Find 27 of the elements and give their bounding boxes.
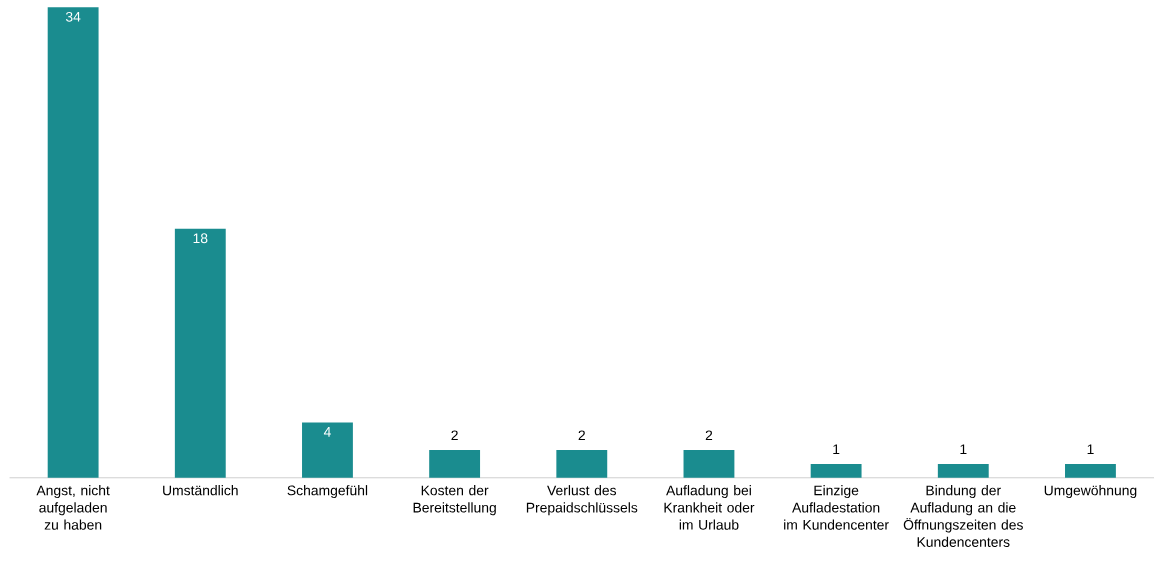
data-label: 1	[1087, 444, 1094, 454]
bar	[683, 449, 735, 478]
data-label: 2	[451, 430, 458, 441]
bar	[937, 463, 989, 478]
bar	[302, 422, 353, 478]
x-tick-label: Bindung der Aufladung an die Öffnungszeiten des Kundencenters	[903, 485, 1023, 547]
data-label: 2	[578, 430, 585, 441]
x-tick-label: Verlust des Prepaidschlüssels	[526, 485, 638, 516]
data-label: 4	[323, 427, 331, 437]
x-tick-label: Aufladung bei Krankheit oder im Urlaub	[664, 485, 755, 530]
data-label: 2	[705, 430, 713, 441]
x-tick-label: Umgewöhnung	[1044, 485, 1137, 498]
data-label: 34	[65, 11, 81, 22]
bar	[556, 449, 608, 478]
bar	[810, 463, 862, 478]
data-label: 1	[960, 444, 967, 454]
x-tick-label: Einzige Aufladestation im Kundencenter	[784, 485, 889, 530]
x-tick-label: Kosten der Bereitstellung	[413, 485, 496, 516]
bar	[47, 7, 99, 478]
bar	[1065, 463, 1116, 478]
data-label: 1	[833, 444, 840, 454]
x-tick-label: Umständlich	[163, 485, 238, 496]
bar	[174, 228, 226, 478]
x-tick-label: Angst, nicht aufgeladen zu haben	[36, 485, 110, 530]
x-tick-label: Schamgefühl	[287, 485, 368, 498]
data-label: 18	[193, 233, 208, 244]
bar	[429, 449, 481, 478]
